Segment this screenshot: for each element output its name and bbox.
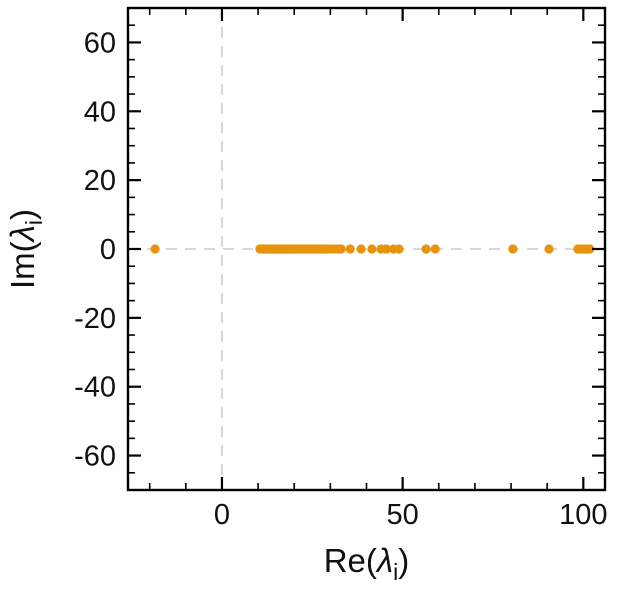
data-point — [336, 244, 346, 254]
data-point — [381, 244, 391, 254]
data-point — [150, 244, 160, 254]
y-tick-label: -40 — [74, 372, 116, 404]
data-point — [430, 244, 440, 254]
y-tick-label: 60 — [84, 27, 116, 59]
data-point — [345, 244, 355, 254]
y-tick-label: 0 — [100, 234, 116, 266]
x-tick-label: 50 — [387, 499, 419, 531]
data-point — [585, 244, 595, 254]
x-tick-label: 100 — [559, 499, 607, 531]
data-point — [356, 244, 366, 254]
data-point — [544, 244, 554, 254]
x-axis-label: Re(λi) — [324, 542, 410, 585]
data-point — [394, 244, 404, 254]
y-axis-label: Im(λi) — [4, 209, 47, 289]
x-axis-ticks: 0 50 100 — [148, 8, 608, 531]
x-tick-label: 0 — [214, 499, 230, 531]
data-points — [150, 244, 595, 254]
y-axis-ticks: -60 -40 -20 0 20 40 60 — [74, 7, 605, 491]
y-tick-label: -60 — [74, 441, 116, 473]
data-point — [421, 244, 431, 254]
y-tick-label: 40 — [84, 96, 116, 128]
data-point — [508, 244, 518, 254]
y-tick-label: -20 — [74, 303, 116, 335]
data-point — [367, 244, 377, 254]
y-tick-label: 20 — [84, 165, 116, 197]
zero-lines — [128, 8, 605, 490]
